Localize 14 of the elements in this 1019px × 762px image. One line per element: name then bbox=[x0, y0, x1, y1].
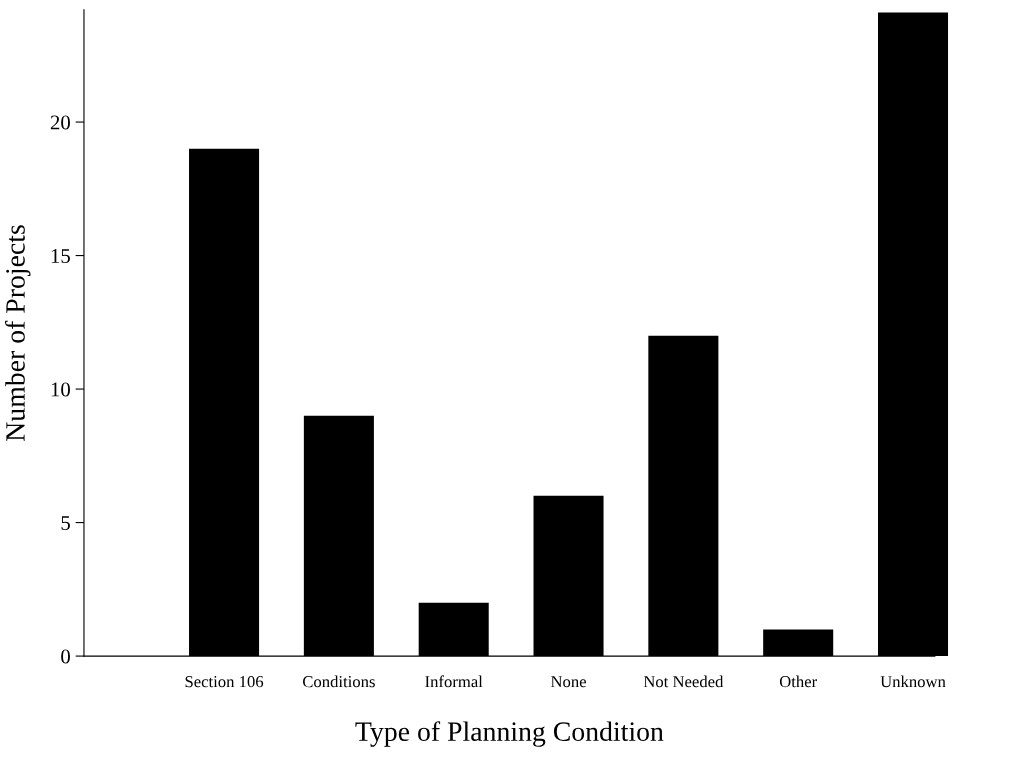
x-tick-label: Unknown bbox=[880, 675, 946, 688]
x-tick-label: Section 106 bbox=[185, 676, 264, 688]
y-tick-label: 5 bbox=[61, 516, 70, 531]
y-tick-label: 20 bbox=[50, 115, 70, 130]
x-tick-label: Other bbox=[779, 675, 818, 688]
y-tick-label: 15 bbox=[51, 249, 70, 263]
y-tick-label: 10 bbox=[51, 382, 70, 397]
x-tick-label: Informal bbox=[425, 675, 483, 688]
x-tick-label: None bbox=[550, 676, 587, 688]
y-tick-label: 0 bbox=[61, 649, 70, 664]
y-axis-title: Number of Projects bbox=[5, 225, 31, 441]
x-tick-label: Not Needed bbox=[643, 675, 724, 688]
x-axis-title: Type of Planning Condition bbox=[355, 721, 664, 747]
x-tick-label: Conditions bbox=[302, 675, 375, 688]
